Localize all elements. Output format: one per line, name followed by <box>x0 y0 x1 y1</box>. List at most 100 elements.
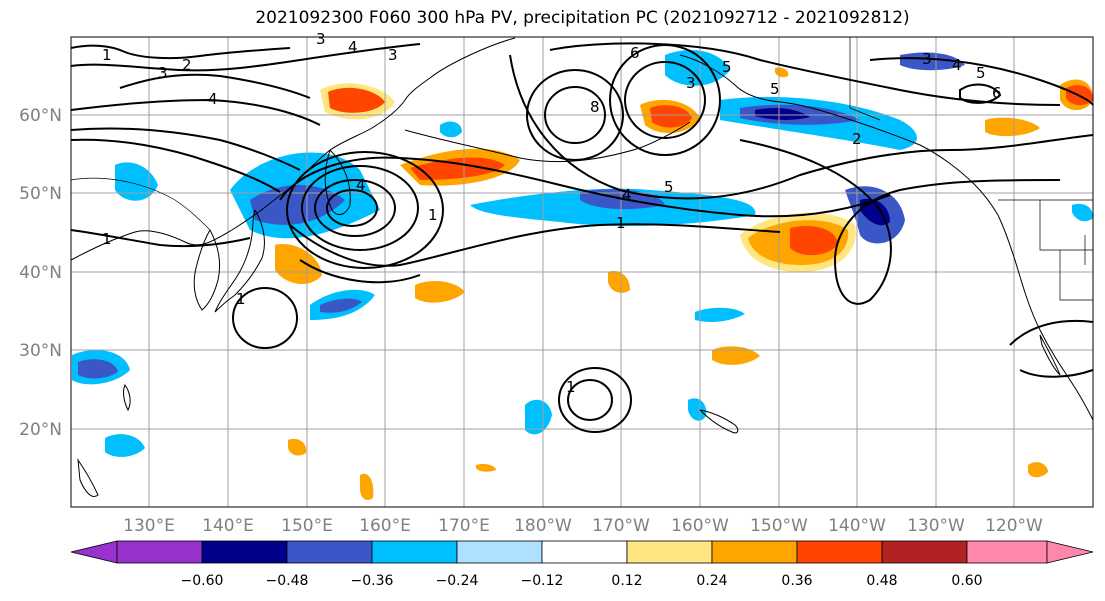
colorbar-tick-label: −0.48 <box>266 573 309 589</box>
contour-label: 1 <box>236 290 246 308</box>
pos-area <box>415 280 465 303</box>
neg-area <box>688 398 707 421</box>
neg-area <box>525 399 552 435</box>
pos-area <box>608 270 630 293</box>
pos-area <box>288 438 307 456</box>
colorbar-tick-label: −0.12 <box>521 573 564 589</box>
lon-label: 150°W <box>750 516 808 536</box>
pv-contour <box>70 127 301 171</box>
colorbar-segment <box>116 540 203 564</box>
colorbar-tick-label: −0.24 <box>436 573 479 589</box>
pos-area <box>712 346 760 365</box>
pv-contour <box>119 73 311 99</box>
taiwan-coastline <box>123 383 131 412</box>
lon-label: 120°W <box>985 516 1043 536</box>
colorbar-segment <box>541 540 628 564</box>
pv-contour <box>70 44 291 60</box>
colorbar-tick-label: −0.36 <box>351 573 394 589</box>
contour-label: 1 <box>102 230 112 248</box>
asia-coastline <box>70 37 516 261</box>
colorbar-segment <box>711 540 798 564</box>
contour-label: 1 <box>102 46 112 64</box>
pos-area <box>410 157 505 180</box>
pv-contour <box>70 138 281 193</box>
contour-label: 4 <box>622 186 632 204</box>
colorbar-tick-label: −0.60 <box>181 573 224 589</box>
neg-area <box>250 185 345 225</box>
contour-label: 5 <box>722 58 732 76</box>
contour-label: 3 <box>158 64 168 82</box>
colorbar-segment <box>626 540 713 564</box>
pv-contour <box>869 57 1094 106</box>
pv-high-ring <box>544 86 606 144</box>
pos-area <box>275 244 322 285</box>
neg-area <box>115 162 158 201</box>
pv-contour <box>289 223 781 267</box>
colorbar-segment <box>881 540 968 564</box>
pv-contour <box>70 43 421 72</box>
contour-label: 3 <box>316 30 326 48</box>
pos-area <box>360 473 374 500</box>
pv-contour <box>1019 369 1094 378</box>
lat-label: 30°N <box>19 341 62 361</box>
contour-label: 8 <box>590 98 600 116</box>
pv-cyclone-ring <box>301 165 419 251</box>
pv-contour <box>509 54 1094 200</box>
pos-area <box>790 225 838 256</box>
colorbar-segment <box>371 540 458 564</box>
pv-high-ring <box>526 69 624 161</box>
pv-small-ring <box>558 367 632 433</box>
alaska-canada-border <box>849 107 881 121</box>
lat-labels: 60°N 50°N 40°N 30°N 20°N <box>19 106 62 440</box>
neg-area <box>1072 203 1093 222</box>
pos-area <box>775 67 789 78</box>
us-state-borders <box>1039 200 1093 301</box>
pos-area <box>1028 462 1048 478</box>
contour-label: 3 <box>686 74 696 92</box>
colorbar-segment <box>201 540 288 564</box>
lon-label: 180°W <box>514 516 572 536</box>
aleutian-coastline <box>404 121 691 163</box>
lon-label: 160°E <box>359 516 411 536</box>
borders <box>70 37 1093 301</box>
philippines-coastline <box>77 458 99 497</box>
contour-label: 4 <box>208 90 218 108</box>
colorbar-segment <box>796 540 883 564</box>
lat-label: 50°N <box>19 184 62 204</box>
pos-area <box>985 117 1040 137</box>
alaska-coastline <box>679 54 999 216</box>
contour-label: 6 <box>630 44 640 62</box>
pv-contour <box>549 42 1061 106</box>
na-west-coastline <box>997 214 1094 421</box>
contour-label: 1 <box>616 214 626 232</box>
lon-label: 140°E <box>202 516 254 536</box>
colorbar-tick-label: 0.48 <box>866 573 897 589</box>
hawaii-coastline <box>699 409 739 434</box>
colorbar-extend-high <box>1046 540 1094 564</box>
colorbar-tick-label: 0.60 <box>951 573 982 589</box>
colorbar <box>70 540 1094 564</box>
neg-area <box>665 50 730 86</box>
colorbar-tick-label: 0.36 <box>781 573 812 589</box>
contour-label: 4 <box>952 56 962 74</box>
pv-contour <box>299 259 421 284</box>
lon-label: 130°E <box>123 516 175 536</box>
neg-area <box>755 107 810 120</box>
lon-label: 170°W <box>592 516 650 536</box>
contour-label: 2 <box>182 56 192 74</box>
colorbar-segment <box>456 540 543 564</box>
pv-small-ring <box>232 287 298 349</box>
neg-area <box>900 52 965 71</box>
colorbar-extend-low <box>70 540 118 564</box>
colorbar-tick-label: 0.24 <box>696 573 727 589</box>
pv-cyclone-ring <box>314 179 396 237</box>
lat-label: 60°N <box>19 106 62 126</box>
lon-label: 130°W <box>907 516 965 536</box>
contour-label: 5 <box>770 80 780 98</box>
neg-area <box>695 307 745 322</box>
neg-area <box>105 434 145 457</box>
pos-area <box>328 87 385 113</box>
pos-area <box>650 105 692 128</box>
map-title: 2021092300 F060 300 hPa PV, precipitatio… <box>255 8 910 28</box>
